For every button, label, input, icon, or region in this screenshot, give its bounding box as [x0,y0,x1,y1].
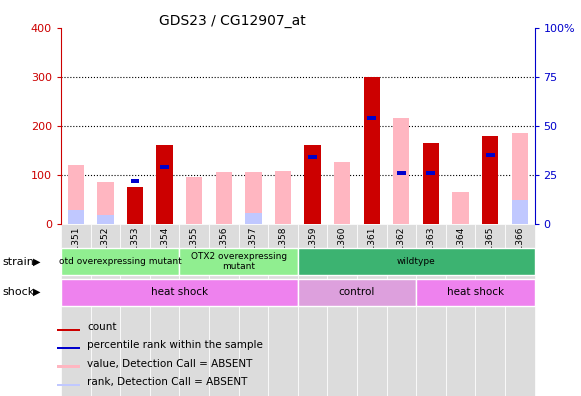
Bar [57,329,80,331]
FancyBboxPatch shape [386,224,416,396]
FancyBboxPatch shape [327,224,357,396]
FancyBboxPatch shape [446,224,475,396]
FancyBboxPatch shape [297,279,416,306]
FancyBboxPatch shape [180,224,209,396]
Text: wildtype: wildtype [397,257,436,266]
FancyBboxPatch shape [61,248,180,275]
FancyBboxPatch shape [180,248,297,275]
Bar [245,172,261,224]
FancyBboxPatch shape [416,279,535,306]
Text: strain: strain [3,257,35,267]
FancyBboxPatch shape [209,224,239,396]
FancyBboxPatch shape [239,224,268,396]
FancyBboxPatch shape [297,248,535,275]
Text: percentile rank within the sample: percentile rank within the sample [87,340,263,350]
Bar [486,153,494,157]
Bar [160,165,169,169]
Bar [275,171,291,224]
Bar [423,143,439,224]
Bar [97,182,113,224]
Text: ▶: ▶ [33,257,41,267]
Bar [512,133,528,224]
FancyBboxPatch shape [268,224,297,396]
FancyBboxPatch shape [357,224,386,396]
Bar [156,145,173,224]
Bar [67,165,84,224]
Bar [334,162,350,224]
Bar [304,145,321,224]
Bar [364,77,380,224]
FancyBboxPatch shape [91,224,120,396]
FancyBboxPatch shape [150,224,180,396]
Bar [216,172,232,224]
FancyBboxPatch shape [61,224,91,396]
FancyBboxPatch shape [475,224,505,396]
Text: GDS23 / CG12907_at: GDS23 / CG12907_at [159,14,306,28]
Bar [308,155,317,159]
Bar [453,192,469,224]
Text: control: control [339,287,375,297]
Bar [127,187,143,224]
Text: heat shock: heat shock [447,287,504,297]
Bar [245,213,261,224]
FancyBboxPatch shape [505,224,535,396]
FancyBboxPatch shape [297,224,327,396]
Bar [57,384,80,386]
Bar [393,118,410,224]
Text: shock: shock [3,287,35,297]
Bar [97,215,113,224]
Bar [367,116,376,120]
Bar [426,171,435,175]
Text: ▶: ▶ [33,287,41,297]
Bar [397,171,406,175]
Bar [57,347,80,349]
Bar [186,177,202,224]
Bar [57,366,80,368]
FancyBboxPatch shape [61,279,297,306]
Text: value, Detection Call = ABSENT: value, Detection Call = ABSENT [87,358,253,369]
Text: count: count [87,322,117,332]
Bar [512,200,528,224]
Bar [131,179,139,183]
Text: OTX2 overexpressing
mutant: OTX2 overexpressing mutant [191,252,286,271]
FancyBboxPatch shape [416,224,446,396]
Text: heat shock: heat shock [151,287,208,297]
FancyBboxPatch shape [120,224,150,396]
Bar [364,209,380,224]
Bar [482,135,498,224]
Text: otd overexpressing mutant: otd overexpressing mutant [59,257,182,266]
Text: rank, Detection Call = ABSENT: rank, Detection Call = ABSENT [87,377,248,387]
Bar [67,209,84,224]
